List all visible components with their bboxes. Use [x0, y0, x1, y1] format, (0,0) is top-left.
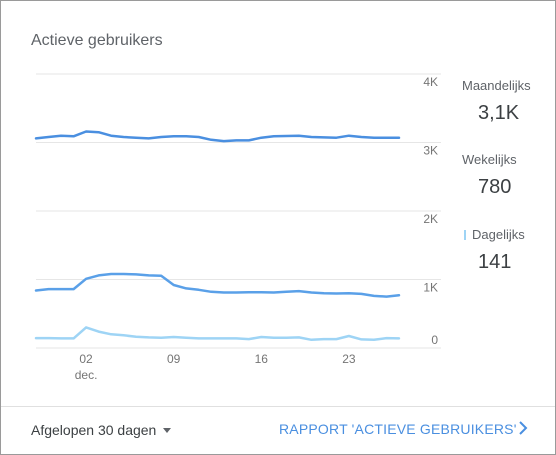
series-line-dagelijks [34, 326, 401, 342]
x-tick-label: 02 [79, 352, 93, 366]
active-users-report-link[interactable]: RAPPORT 'ACTIEVE GEBRUIKERS' [279, 421, 517, 437]
legend-daily-label: Dagelijks [472, 227, 525, 242]
dropdown-caret-icon [163, 428, 172, 433]
legend-daily-value: 141 [478, 251, 512, 273]
legend-weekly-label: Wekelijks [462, 152, 517, 167]
x-tick-sublabel: dec. [75, 368, 98, 382]
legend-daily-swatch [464, 230, 466, 240]
legend-weekly-value: 780 [478, 176, 512, 198]
series-line-maandelijks [34, 130, 401, 143]
y-tick-label: 3K [423, 144, 438, 158]
footer-divider [1, 406, 555, 407]
y-tick-label: 1K [423, 281, 438, 295]
legend-weekly: Wekelijks 780 [462, 152, 552, 199]
active-users-chart: 0 1K 2K 3K 4K 02 dec. 09 16 23 [34, 73, 441, 382]
legend-monthly: Maandelijks 3,1K [462, 78, 552, 125]
date-range-dropdown[interactable]: Afgelopen 30 dagen [31, 422, 172, 438]
card-title: Actieve gebruikers [31, 32, 163, 49]
x-tick-label: 09 [167, 352, 181, 366]
chevron-right-icon[interactable] [516, 420, 530, 436]
x-tick-label: 23 [342, 352, 356, 366]
x-tick-label: 16 [255, 352, 269, 366]
series-line-wekelijks [34, 272, 401, 298]
y-tick-label: 2K [423, 212, 438, 226]
legend-monthly-value: 3,1K [478, 102, 520, 124]
y-tick-label: 4K [423, 75, 438, 89]
y-tick-label: 0 [431, 333, 438, 347]
legend-monthly-label: Maandelijks [462, 78, 531, 93]
legend-daily-label-row: Dagelijks [464, 227, 554, 242]
legend-daily: Dagelijks 141 [464, 227, 554, 274]
date-range-label: Afgelopen 30 dagen [31, 422, 157, 438]
